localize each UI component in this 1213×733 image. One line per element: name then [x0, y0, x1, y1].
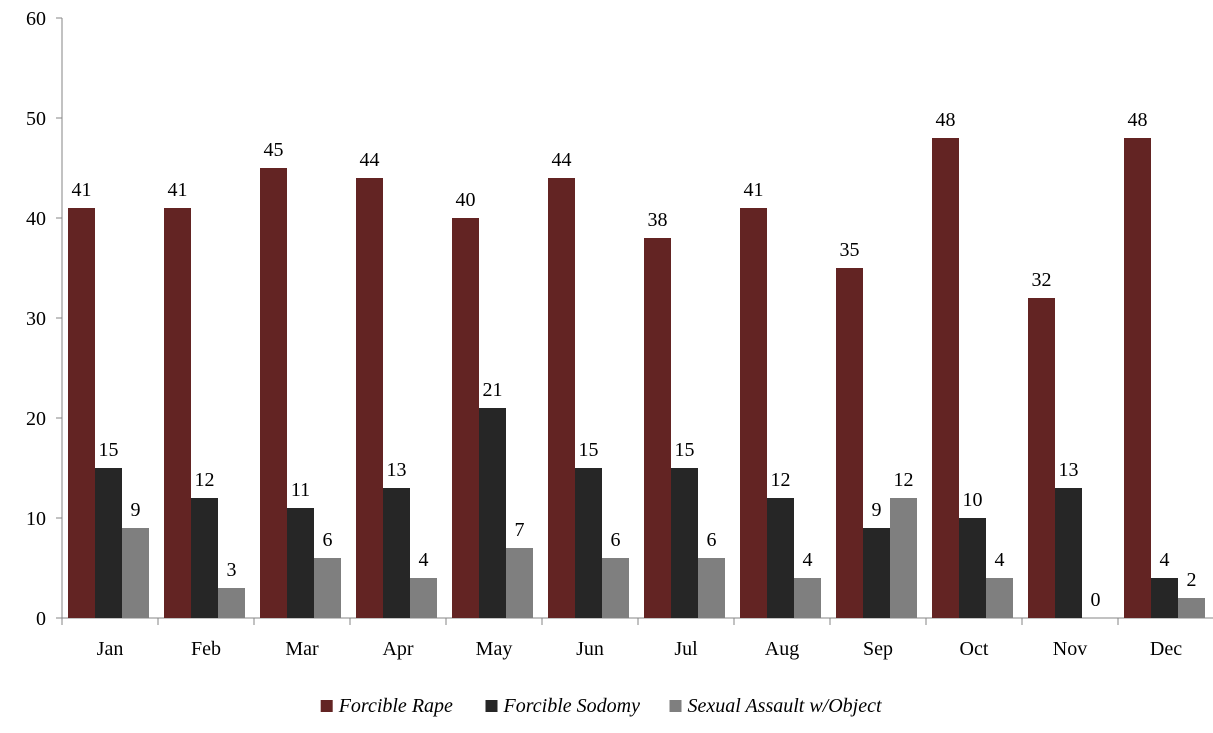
data-label: 45: [264, 139, 284, 161]
y-tick-label: 40: [26, 208, 46, 230]
data-label: 41: [744, 179, 764, 201]
bar: [314, 558, 341, 618]
y-tick-label: 0: [36, 608, 46, 630]
x-tick-label: Oct: [960, 638, 989, 660]
data-label: 10: [963, 489, 983, 511]
bar: [1124, 138, 1151, 618]
x-tick-label: Dec: [1150, 638, 1182, 660]
data-label: 44: [552, 149, 572, 171]
bar: [506, 548, 533, 618]
bar: [1178, 598, 1205, 618]
data-label: 15: [99, 439, 119, 461]
data-label: 3: [227, 559, 237, 581]
data-label: 40: [456, 189, 476, 211]
data-label: 6: [611, 529, 621, 551]
x-tick-label: Jun: [576, 638, 604, 660]
x-tick-label: Apr: [382, 638, 413, 660]
data-label: 41: [168, 179, 188, 201]
bar: [356, 178, 383, 618]
y-tick-label: 10: [26, 508, 46, 530]
x-tick-label: Jan: [97, 638, 124, 660]
data-label: 0: [1091, 589, 1101, 611]
bar: [410, 578, 437, 618]
legend-swatch: [320, 700, 333, 712]
legend-label: Sexual Assault w/Object: [688, 695, 882, 717]
data-label: 4: [803, 549, 813, 571]
legend-swatch: [669, 700, 682, 712]
data-label: 2: [1187, 569, 1197, 591]
bar: [767, 498, 794, 618]
bar: [218, 588, 245, 618]
bar: [671, 468, 698, 618]
bar: [986, 578, 1013, 618]
x-tick-label: Nov: [1053, 638, 1087, 660]
data-label: 6: [323, 529, 333, 551]
legend-label: Forcible Sodomy: [503, 695, 641, 717]
data-label: 12: [195, 469, 215, 491]
bar: [740, 208, 767, 618]
data-label: 11: [291, 479, 310, 501]
bar: [95, 468, 122, 618]
bar: [794, 578, 821, 618]
data-label: 12: [771, 469, 791, 491]
data-label: 6: [707, 529, 717, 551]
data-label: 9: [131, 499, 141, 521]
y-tick-label: 20: [26, 408, 46, 430]
data-label: 4: [419, 549, 429, 571]
data-label: 38: [648, 209, 668, 231]
data-label: 9: [872, 499, 882, 521]
data-label: 32: [1032, 269, 1052, 291]
bar: [383, 488, 410, 618]
bar: [575, 468, 602, 618]
x-tick-label: May: [476, 638, 513, 660]
bar: [1028, 298, 1055, 618]
data-label: 15: [675, 439, 695, 461]
data-label: 7: [515, 519, 525, 541]
x-tick-label: Mar: [285, 638, 319, 660]
data-label: 21: [483, 379, 503, 401]
data-label: 15: [579, 439, 599, 461]
bar: [452, 218, 479, 618]
data-label: 12: [894, 469, 914, 491]
data-label: 35: [840, 239, 860, 261]
data-label: 4: [1160, 549, 1170, 571]
x-tick-label: Feb: [191, 638, 221, 660]
y-tick-label: 30: [26, 308, 46, 330]
bar: [602, 558, 629, 618]
bar: [1055, 488, 1082, 618]
bar: [122, 528, 149, 618]
bar: [863, 528, 890, 618]
data-label: 41: [72, 179, 92, 201]
bar: [260, 168, 287, 618]
data-label: 44: [360, 149, 380, 171]
data-label: 4: [995, 549, 1005, 571]
y-tick-label: 60: [26, 8, 46, 30]
x-tick-label: Jul: [674, 638, 698, 660]
bar: [932, 138, 959, 618]
bar: [644, 238, 671, 618]
bar: [890, 498, 917, 618]
bar: [698, 558, 725, 618]
bar: [479, 408, 506, 618]
data-label: 13: [1059, 459, 1079, 481]
bar: [68, 208, 95, 618]
legend-swatch: [485, 700, 498, 712]
bar: [959, 518, 986, 618]
x-tick-label: Sep: [863, 638, 893, 660]
data-label: 13: [387, 459, 407, 481]
data-label: 48: [936, 109, 956, 131]
legend-label: Forcible Rape: [338, 695, 453, 717]
data-label: 48: [1128, 109, 1148, 131]
bar: [836, 268, 863, 618]
y-tick-label: 50: [26, 108, 46, 130]
bar: [164, 208, 191, 618]
bar: [1151, 578, 1178, 618]
bar: [548, 178, 575, 618]
bar: [191, 498, 218, 618]
bar: [287, 508, 314, 618]
x-tick-label: Aug: [765, 638, 799, 660]
